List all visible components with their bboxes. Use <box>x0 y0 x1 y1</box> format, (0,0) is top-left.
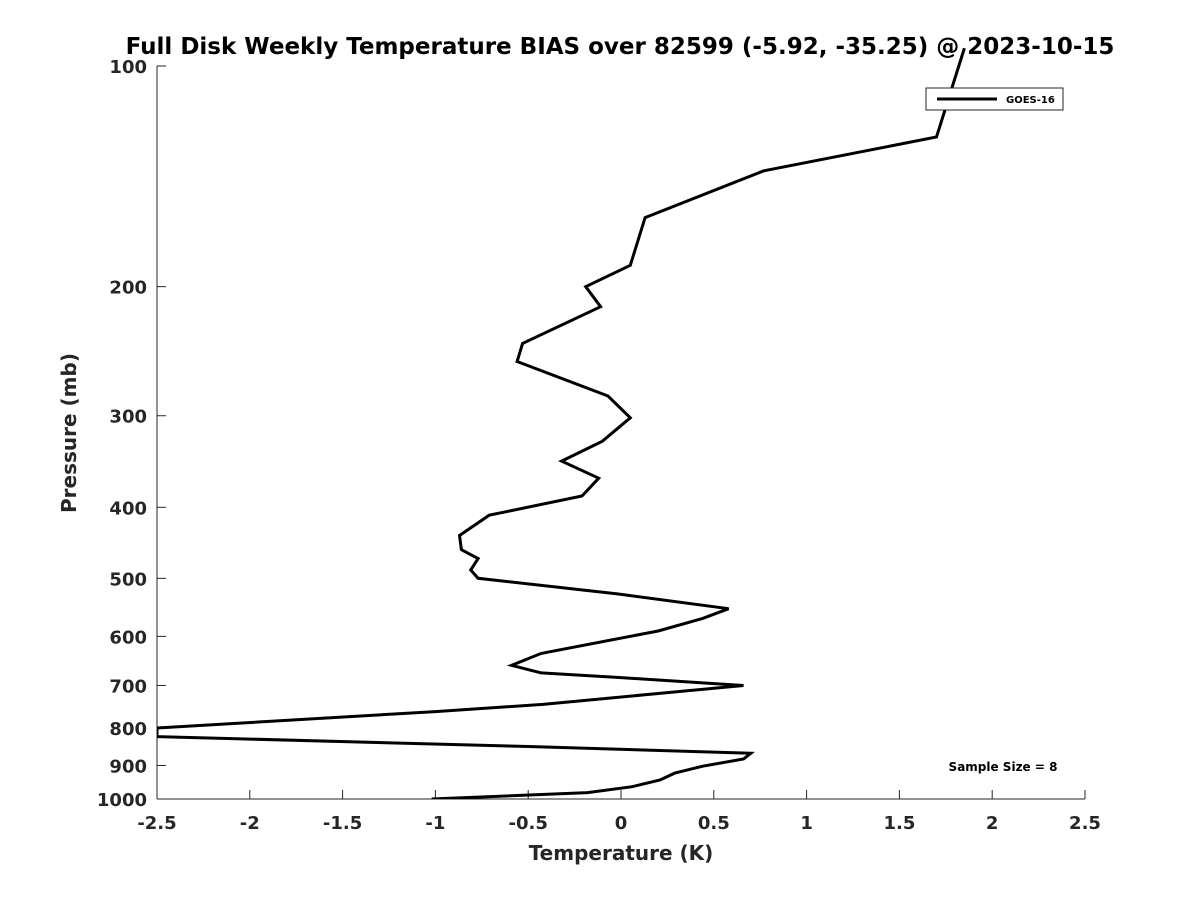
y-tick-label: 1000 <box>97 790 147 811</box>
y-tick-label: 700 <box>109 676 147 697</box>
y-axis-label: Pressure (mb) <box>57 353 81 513</box>
y-tick-label: 800 <box>109 719 147 740</box>
legend: GOES-16 <box>925 87 1064 111</box>
x-tick-label: 2 <box>986 813 999 834</box>
axes: -2.5 -2 -1.5 -1 -0.5 0 0.5 1 1.5 2 2.5 100 200 300 400… <box>97 57 1101 834</box>
x-tick-label: -2.5 <box>137 813 176 834</box>
y-tick-label: 400 <box>109 498 147 519</box>
x-tick-label: 2.5 <box>1069 813 1101 834</box>
x-tick-label: -2 <box>240 813 260 834</box>
y-tick-label: 900 <box>109 756 147 777</box>
x-tick-label: 0 <box>615 813 628 834</box>
x-axis-label: Temperature (K) <box>529 841 714 865</box>
series-layer <box>157 47 966 799</box>
x-tick-label: 1 <box>800 813 813 834</box>
y-tick-label: 300 <box>109 407 147 428</box>
y-tick-label: 600 <box>109 627 147 648</box>
series-line-goes-16 <box>157 47 966 799</box>
y-tick-label: 500 <box>109 569 147 590</box>
x-tick-label: 0.5 <box>698 813 730 834</box>
legend-label-goes-16: GOES-16 <box>1006 95 1055 106</box>
x-tick-label: 1.5 <box>883 813 915 834</box>
x-tick-label: -1 <box>425 813 445 834</box>
sample-size-annotation: Sample Size = 8 <box>949 760 1058 774</box>
chart-title: Full Disk Weekly Temperature BIAS over 8… <box>126 34 1115 60</box>
y-tick-label: 200 <box>109 278 147 299</box>
y-tick-label: 100 <box>109 57 147 78</box>
x-tick-label: -1.5 <box>323 813 362 834</box>
x-tick-label: -0.5 <box>509 813 548 834</box>
